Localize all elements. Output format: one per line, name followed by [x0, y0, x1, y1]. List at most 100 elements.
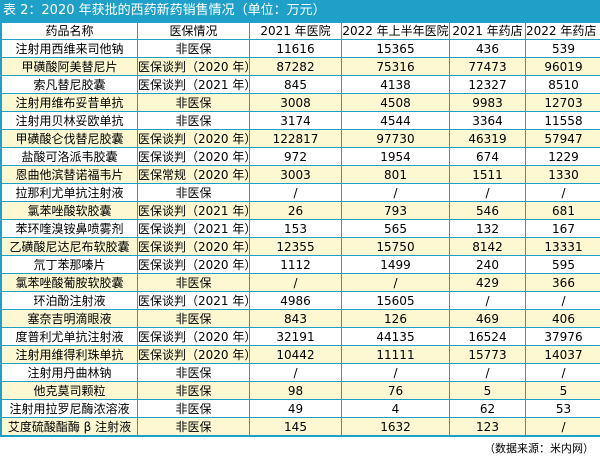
insurance-cell: 医保谈判（2020 年）: [137, 129, 250, 148]
hospital-2021-cell: 87282: [249, 57, 342, 76]
table-row: 注射用西维来司他钠 非医保 11616 15365 436 539: [1, 39, 600, 58]
table-row: 盐酸可洛派韦胶囊 医保谈判（2020 年） 972 1954 674 1229: [1, 147, 600, 166]
pharmacy-2022e-cell: 406: [525, 309, 600, 328]
pharmacy-2021-cell: 15773: [449, 345, 526, 364]
pharmacy-2022e-cell: 13331: [525, 237, 600, 256]
pharmacy-2022e-cell: 57947: [525, 129, 600, 148]
pharmacy-2022e-cell: 5: [525, 381, 600, 400]
data-source: （数据来源：米内网）: [484, 442, 594, 455]
drug-name-cell: 氯苯唑酸软胶囊: [1, 201, 138, 220]
insurance-cell: 非医保: [137, 111, 250, 130]
drug-name-cell: 艾度硫酸酯酶 β 注射液: [1, 417, 138, 436]
pharmacy-2022e-cell: /: [525, 417, 600, 436]
table-title: 表 2：2020 年获批的西药新药销售情况（单位：万元）: [0, 0, 600, 22]
table-row: 索凡替尼胶囊 医保谈判（2021 年） 845 4138 12327 8510: [1, 75, 600, 94]
insurance-cell: 非医保: [137, 183, 250, 202]
pharmacy-2022e-cell: /: [525, 183, 600, 202]
pharmacy-2021-cell: 546: [449, 201, 526, 220]
drug-name-cell: 度普利尤单抗注射液: [1, 327, 138, 346]
pharmacy-2021-cell: 469: [449, 309, 526, 328]
drug-name-cell: 环泊酚注射液: [1, 291, 138, 310]
hospital-2022h1-cell: 11111: [341, 345, 450, 364]
hospital-2021-cell: 49: [249, 399, 342, 418]
hospital-2022h1-cell: 4: [341, 399, 450, 418]
table-row: 塞奈吉明滴眼液 非医保 843 126 469 406: [1, 309, 600, 328]
drug-name-cell: 氯苯唑酸葡胺软胶囊: [1, 273, 138, 292]
drug-name-cell: 盐酸可洛派韦胶囊: [1, 147, 138, 166]
pharmacy-2021-cell: 1511: [449, 165, 526, 184]
hospital-2022h1-cell: 1499: [341, 255, 450, 274]
table-row: 注射用丹曲林钠 非医保 / / / /: [1, 363, 600, 382]
hospital-2022h1-cell: /: [341, 183, 450, 202]
table-row: 度普利尤单抗注射液 医保谈判（2020 年） 32191 44135 16524 3797…: [1, 327, 600, 346]
insurance-cell: 非医保: [137, 399, 250, 418]
hospital-2021-cell: 1112: [249, 255, 342, 274]
pharmacy-2022e-cell: 595: [525, 255, 600, 274]
table-row: 甲磺酸阿美替尼片 医保谈判（2020 年） 87282 75316 77473 96019: [1, 57, 600, 76]
insurance-cell: 非医保: [137, 273, 250, 292]
drug-name-cell: 拉那利尤单抗注射液: [1, 183, 138, 202]
hospital-2022h1-cell: 793: [341, 201, 450, 220]
table-body: 注射用西维来司他钠 非医保 11616 15365 436 539 甲磺酸阿美替尼片 医保谈判…: [1, 39, 600, 436]
drug-name-cell: 恩曲他滨替诺福韦片: [1, 165, 138, 184]
table-row: 氯苯唑酸软胶囊 医保谈判（2021 年） 26 793 546 681: [1, 201, 600, 220]
table-header-row: 药品名称 医保情况 2021 年医院 2022 年上半年医院 2021 年药店 …: [1, 22, 600, 40]
hospital-2022h1-cell: 565: [341, 219, 450, 238]
pharmacy-2022e-cell: 53: [525, 399, 600, 418]
hospital-2021-cell: /: [249, 183, 342, 202]
table-row: 氘丁苯那嗪片 医保谈判（2020 年） 1112 1499 240 595: [1, 255, 600, 274]
header-drug-name: 药品名称: [1, 22, 138, 40]
hospital-2021-cell: 4986: [249, 291, 342, 310]
hospital-2022h1-cell: 76: [341, 381, 450, 400]
hospital-2021-cell: 843: [249, 309, 342, 328]
pharmacy-2021-cell: 132: [449, 219, 526, 238]
hospital-2022h1-cell: 15605: [341, 291, 450, 310]
hospital-2022h1-cell: 44135: [341, 327, 450, 346]
pharmacy-2021-cell: 5: [449, 381, 526, 400]
insurance-cell: 医保谈判（2020 年）: [137, 147, 250, 166]
insurance-cell: 非医保: [137, 417, 250, 436]
insurance-cell: 非医保: [137, 309, 250, 328]
pharmacy-2022e-cell: 8510: [525, 75, 600, 94]
insurance-cell: 医保谈判（2021 年）: [137, 291, 250, 310]
hospital-2021-cell: 11616: [249, 39, 342, 58]
pharmacy-2022e-cell: 11558: [525, 111, 600, 130]
hospital-2021-cell: 26: [249, 201, 342, 220]
header-pharmacy-2022e: 2022 年药店 E: [525, 22, 600, 40]
insurance-cell: 医保谈判（2020 年）: [137, 57, 250, 76]
pharmacy-2022e-cell: 366: [525, 273, 600, 292]
sales-table: 药品名称 医保情况 2021 年医院 2022 年上半年医院 2021 年药店 …: [1, 22, 600, 436]
insurance-cell: 医保常规（2020 年）: [137, 165, 250, 184]
drug-name-cell: 注射用丹曲林钠: [1, 363, 138, 382]
header-pharmacy-2021: 2021 年药店: [449, 22, 526, 40]
hospital-2022h1-cell: 15365: [341, 39, 450, 58]
pharmacy-2022e-cell: 1330: [525, 165, 600, 184]
pharmacy-2022e-cell: 12703: [525, 93, 600, 112]
pharmacy-2021-cell: 46319: [449, 129, 526, 148]
hospital-2021-cell: 32191: [249, 327, 342, 346]
hospital-2021-cell: /: [249, 363, 342, 382]
pharmacy-2021-cell: 8142: [449, 237, 526, 256]
pharmacy-2022e-cell: 37976: [525, 327, 600, 346]
pharmacy-2021-cell: 9983: [449, 93, 526, 112]
table-row: 环泊酚注射液 医保谈判（2021 年） 4986 15605//: [1, 291, 600, 310]
hospital-2021-cell: 10442: [249, 345, 342, 364]
pharmacy-2022e-cell: 539: [525, 39, 600, 58]
pharmacy-2021-cell: 240: [449, 255, 526, 274]
hospital-2022h1-cell: 4508: [341, 93, 450, 112]
insurance-cell: 医保谈判（2021 年）: [137, 75, 250, 94]
hospital-2021-cell: 122817: [249, 129, 342, 148]
table-row: 艾度硫酸酯酶 β 注射液 非医保 145 1632 123/: [1, 417, 600, 436]
drug-name-cell: 氘丁苯那嗪片: [1, 255, 138, 274]
drug-name-cell: 他克莫司颗粒: [1, 381, 138, 400]
drug-name-cell: 甲磺酸阿美替尼片: [1, 57, 138, 76]
drug-name-cell: 索凡替尼胶囊: [1, 75, 138, 94]
pharmacy-2021-cell: 62: [449, 399, 526, 418]
hospital-2021-cell: 3003: [249, 165, 342, 184]
insurance-cell: 非医保: [137, 363, 250, 382]
pharmacy-2021-cell: /: [449, 291, 526, 310]
pharmacy-2021-cell: 16524: [449, 327, 526, 346]
hospital-2021-cell: 3008: [249, 93, 342, 112]
pharmacy-2021-cell: 436: [449, 39, 526, 58]
drug-name-cell: 注射用西维来司他钠: [1, 39, 138, 58]
